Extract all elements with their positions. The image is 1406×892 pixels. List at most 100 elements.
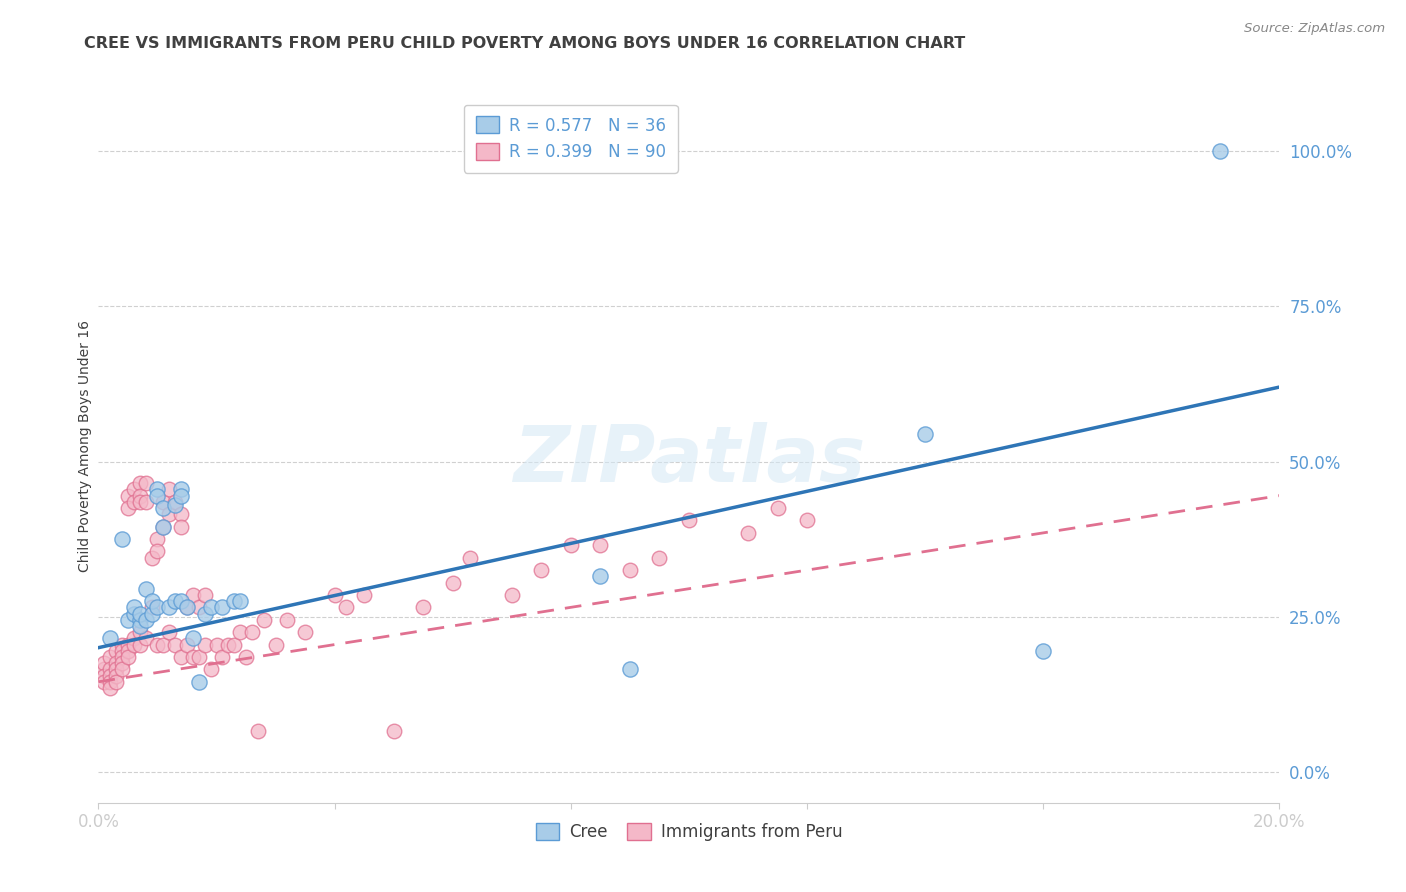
Point bbox=[229, 594, 252, 608]
Point bbox=[141, 600, 163, 615]
Point bbox=[117, 638, 139, 652]
Point bbox=[176, 600, 198, 615]
Point bbox=[122, 483, 145, 497]
Point bbox=[170, 483, 193, 497]
Point bbox=[152, 519, 174, 533]
Legend: Cree, Immigrants from Peru: Cree, Immigrants from Peru bbox=[529, 816, 849, 848]
Point bbox=[157, 625, 180, 640]
Point bbox=[240, 625, 263, 640]
Point bbox=[122, 632, 145, 646]
Point bbox=[187, 600, 209, 615]
Point bbox=[412, 600, 434, 615]
Point bbox=[117, 613, 139, 627]
Point bbox=[235, 650, 257, 665]
Point bbox=[128, 625, 150, 640]
Point bbox=[105, 674, 128, 689]
Point bbox=[217, 638, 239, 652]
Point bbox=[294, 625, 316, 640]
Point bbox=[146, 489, 169, 503]
Point bbox=[353, 588, 375, 602]
Point bbox=[187, 650, 209, 665]
Point bbox=[460, 550, 482, 565]
Point bbox=[382, 724, 405, 739]
Point bbox=[157, 483, 180, 497]
Point bbox=[128, 489, 150, 503]
Point bbox=[211, 600, 233, 615]
Point bbox=[589, 538, 612, 552]
Point bbox=[93, 674, 115, 689]
Point bbox=[135, 582, 157, 596]
Point bbox=[619, 563, 641, 577]
Point bbox=[98, 668, 121, 682]
Point bbox=[187, 674, 209, 689]
Point bbox=[152, 638, 174, 652]
Point bbox=[111, 532, 134, 546]
Point bbox=[170, 519, 193, 533]
Point bbox=[170, 489, 193, 503]
Point bbox=[122, 607, 145, 621]
Point bbox=[146, 638, 169, 652]
Point bbox=[737, 525, 759, 540]
Point bbox=[111, 656, 134, 670]
Point bbox=[105, 668, 128, 682]
Point bbox=[93, 656, 115, 670]
Point bbox=[678, 513, 700, 527]
Point bbox=[98, 632, 121, 646]
Point bbox=[619, 662, 641, 676]
Point bbox=[93, 662, 115, 676]
Point bbox=[796, 513, 818, 527]
Point bbox=[276, 613, 298, 627]
Point bbox=[246, 724, 269, 739]
Point bbox=[141, 607, 163, 621]
Text: ZIPatlas: ZIPatlas bbox=[513, 422, 865, 499]
Point bbox=[111, 650, 134, 665]
Point bbox=[146, 532, 169, 546]
Point bbox=[135, 476, 157, 491]
Point bbox=[135, 632, 157, 646]
Point bbox=[122, 495, 145, 509]
Point bbox=[1032, 644, 1054, 658]
Point bbox=[105, 656, 128, 670]
Point bbox=[93, 668, 115, 682]
Point bbox=[224, 594, 246, 608]
Point bbox=[146, 544, 169, 558]
Point bbox=[253, 613, 276, 627]
Point bbox=[200, 662, 222, 676]
Point bbox=[98, 674, 121, 689]
Point bbox=[117, 501, 139, 516]
Point bbox=[766, 501, 789, 516]
Point bbox=[117, 650, 139, 665]
Point bbox=[128, 619, 150, 633]
Point bbox=[165, 594, 187, 608]
Point bbox=[128, 607, 150, 621]
Point bbox=[648, 550, 671, 565]
Point bbox=[122, 600, 145, 615]
Point bbox=[146, 600, 169, 615]
Point bbox=[128, 495, 150, 509]
Point bbox=[111, 638, 134, 652]
Point bbox=[181, 632, 204, 646]
Point bbox=[170, 594, 193, 608]
Point bbox=[170, 650, 193, 665]
Point bbox=[152, 495, 174, 509]
Point bbox=[105, 662, 128, 676]
Point bbox=[117, 489, 139, 503]
Point bbox=[117, 644, 139, 658]
Text: CREE VS IMMIGRANTS FROM PERU CHILD POVERTY AMONG BOYS UNDER 16 CORRELATION CHART: CREE VS IMMIGRANTS FROM PERU CHILD POVER… bbox=[84, 36, 966, 51]
Point bbox=[135, 613, 157, 627]
Point bbox=[141, 594, 163, 608]
Point bbox=[914, 426, 936, 441]
Point bbox=[205, 638, 228, 652]
Point bbox=[128, 638, 150, 652]
Point bbox=[229, 625, 252, 640]
Point bbox=[211, 650, 233, 665]
Point bbox=[98, 650, 121, 665]
Point bbox=[530, 563, 553, 577]
Point bbox=[135, 495, 157, 509]
Point bbox=[111, 662, 134, 676]
Point bbox=[170, 508, 193, 522]
Point bbox=[152, 519, 174, 533]
Point bbox=[200, 600, 222, 615]
Point bbox=[152, 501, 174, 516]
Point bbox=[264, 638, 287, 652]
